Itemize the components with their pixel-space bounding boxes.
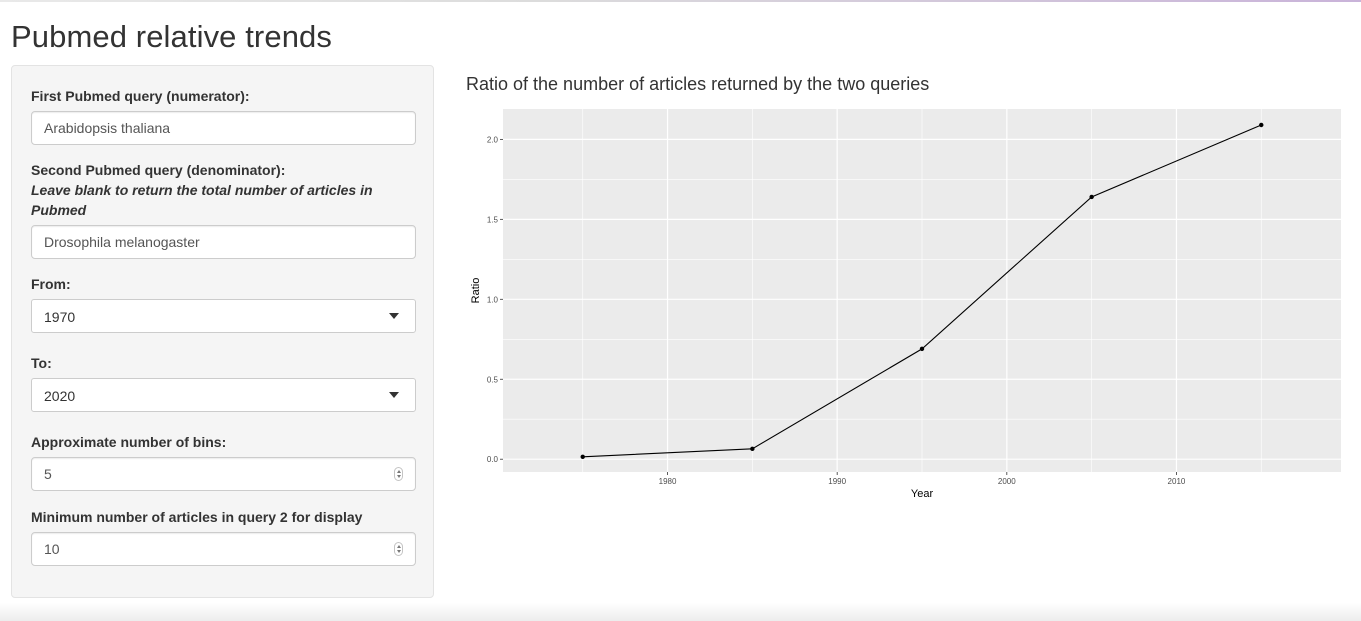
- bins-value: 5: [44, 466, 52, 482]
- x-tick-label: 2010: [1168, 477, 1186, 486]
- plot-title: Ratio of the number of articles returned…: [466, 74, 930, 94]
- page-title: Pubmed relative trends: [11, 19, 332, 54]
- sidebar-panel: First Pubmed query (numerator): Arabidop…: [11, 65, 434, 598]
- bottom-shadow: [0, 603, 1361, 621]
- data-point: [919, 346, 925, 352]
- x-axis-title: Year: [911, 488, 934, 500]
- ratio-line-chart: 1980 1990 2000 2010 0.0 0.5 1.0 1.5 2.0 Year Ratio: [470, 109, 1341, 500]
- query2-label: Second Pubmed query (denominator):: [31, 162, 286, 178]
- from-select-value: 1970: [44, 309, 76, 325]
- chevron-down-icon: [389, 392, 399, 398]
- bins-label: Approximate number of bins:: [31, 434, 227, 450]
- chevron-down-icon: [389, 313, 399, 319]
- y-tick-label: 0.0: [487, 455, 499, 464]
- y-axis-title: Ratio: [470, 278, 482, 304]
- from-label: From:: [31, 276, 71, 292]
- to-select-value: 2020: [44, 388, 76, 404]
- y-tick-label: 2.0: [487, 135, 499, 144]
- top-accent-line: [0, 0, 1361, 2]
- query1-label: First Pubmed query (numerator):: [31, 88, 250, 104]
- query2-hint: Leave blank to return the total number o…: [31, 182, 373, 218]
- y-tick-label: 0.5: [487, 375, 499, 384]
- x-tick-label: 1990: [828, 477, 846, 486]
- x-tick-label: 1980: [659, 477, 677, 486]
- number-spinner-icon[interactable]: [394, 467, 403, 481]
- to-select[interactable]: 2020: [31, 378, 416, 412]
- data-point: [1259, 122, 1264, 128]
- data-point: [750, 446, 755, 452]
- min-articles-input[interactable]: 10: [31, 532, 416, 566]
- to-label: To:: [31, 355, 52, 371]
- min-articles-value: 10: [44, 541, 60, 557]
- y-tick-label: 1.5: [487, 215, 499, 224]
- x-tick-label: 2000: [998, 477, 1016, 486]
- data-point: [580, 454, 585, 460]
- from-select[interactable]: 1970: [31, 299, 416, 333]
- y-tick-label: 1.0: [487, 295, 499, 304]
- min-articles-label: Minimum number of articles in query 2 fo…: [31, 509, 363, 525]
- data-point: [1089, 194, 1094, 200]
- query1-input[interactable]: Arabidopsis thaliana: [31, 111, 416, 145]
- bins-input[interactable]: 5: [31, 457, 416, 491]
- number-spinner-icon[interactable]: [394, 542, 403, 556]
- query2-input[interactable]: Drosophila melanogaster: [31, 225, 416, 259]
